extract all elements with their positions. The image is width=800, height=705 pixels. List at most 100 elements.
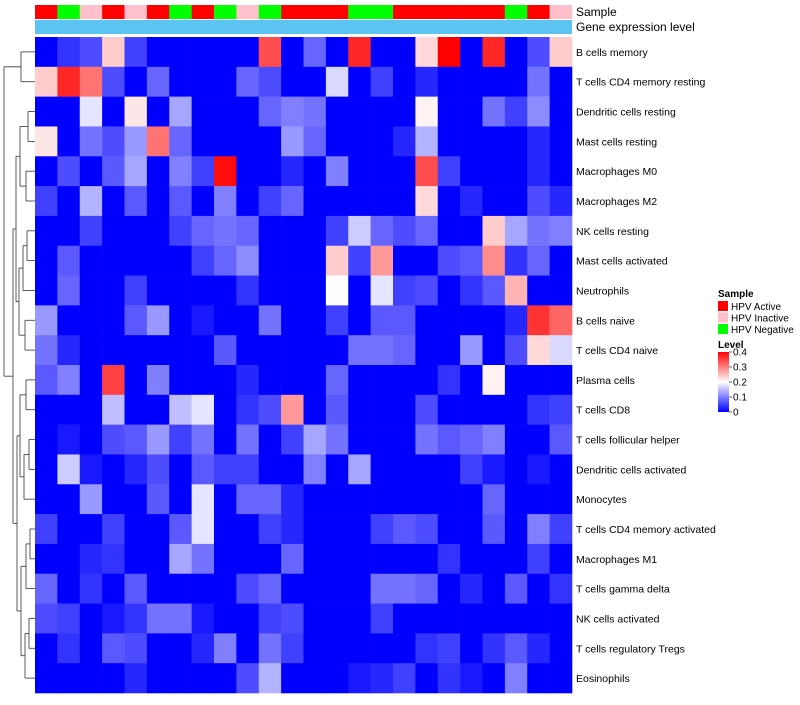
heatmap-cell: [549, 603, 573, 634]
heatmap-cell: [102, 514, 125, 545]
heatmap-cell: [437, 126, 461, 157]
heatmap-cell: [325, 365, 349, 396]
heatmap-cell: [35, 66, 58, 97]
heatmap-cell: [57, 663, 81, 694]
heatmap-cell: [35, 514, 58, 545]
heatmap-cell: [236, 484, 260, 515]
heatmap-cell: [348, 543, 371, 575]
heatmap-cell: [303, 514, 327, 545]
heatmap-cell: [281, 484, 304, 515]
heatmap-cell: [549, 96, 573, 127]
heatmap-cell: [79, 365, 103, 396]
heatmap-cell: [370, 215, 394, 247]
heatmap-cell: [79, 424, 103, 455]
heatmap-cell: [214, 663, 237, 694]
heatmap-cell: [393, 37, 416, 68]
heatmap-cell: [35, 186, 58, 217]
heatmap-cell: [214, 603, 237, 634]
heatmap-cell: [303, 454, 327, 485]
heatmap-cell: [146, 514, 170, 545]
heatmap-cell: [258, 215, 282, 247]
heatmap-cell: [35, 424, 58, 455]
heatmap-cell: [146, 275, 170, 306]
heatmap-cell: [325, 633, 349, 664]
sample-annotation-cell: [258, 5, 282, 19]
heatmap-cell: [169, 37, 192, 68]
heatmap-cell: [146, 573, 170, 604]
heatmap-cell: [214, 245, 237, 276]
heatmap-cell: [482, 305, 506, 336]
row-label: Macrophages M0: [576, 166, 657, 178]
heatmap-cell: [281, 215, 304, 247]
heatmap-cell: [460, 96, 483, 127]
heatmap-cell: [393, 96, 416, 127]
sample-annotation-cell: [281, 5, 304, 19]
heatmap-cell: [214, 37, 237, 68]
heatmap-cell: [79, 37, 103, 68]
heatmap-cell: [527, 275, 550, 306]
heatmap-cell: [57, 66, 81, 97]
heatmap-cell: [415, 543, 439, 575]
heatmap-cell: [370, 603, 394, 634]
heatmap-cell: [102, 66, 125, 97]
heatmap-cell: [348, 245, 371, 276]
heatmap-cell: [146, 186, 170, 217]
heatmap-cell: [415, 365, 439, 396]
row-label: NK cells activated: [576, 613, 660, 625]
heatmap-cell: [102, 394, 125, 425]
heatmap-cell: [325, 514, 349, 545]
heatmap-cell: [549, 335, 573, 366]
heatmap-cell: [482, 543, 506, 575]
sample-annotation-cell: [504, 5, 528, 19]
heatmap-cell: [236, 454, 260, 485]
heatmap-cell: [102, 156, 125, 187]
heatmap-cell: [236, 275, 260, 306]
heatmap-cell: [415, 424, 439, 455]
heatmap-cell: [35, 305, 58, 336]
heatmap-cell: [258, 365, 282, 396]
heatmap-cell: [79, 394, 103, 425]
heatmap-cell: [415, 514, 439, 545]
heatmap-cell: [102, 126, 125, 157]
level-tick-label: 0.2: [733, 378, 747, 389]
heatmap-cell: [303, 96, 327, 127]
heatmap-cell: [370, 275, 394, 306]
heatmap-cell: [169, 126, 192, 157]
heatmap-cell: [370, 365, 394, 396]
heatmap-cell: [35, 275, 58, 306]
heatmap-cell: [102, 245, 125, 276]
heatmap-cell: [281, 365, 304, 396]
heatmap-cell: [124, 573, 148, 604]
heatmap-cell: [460, 335, 483, 366]
heatmap-cell: [393, 394, 416, 425]
heatmap-cell: [370, 126, 394, 157]
heatmap-cell: [35, 603, 58, 634]
heatmap-cell: [460, 603, 483, 634]
heatmap-cell: [146, 484, 170, 515]
heatmap-cell: [348, 394, 371, 425]
heatmap-cell: [549, 305, 573, 336]
sample-annotation-cell: [102, 5, 125, 19]
heatmap-cell: [124, 96, 148, 127]
heatmap-cell: [460, 543, 483, 575]
heatmap-cell: [415, 394, 439, 425]
heatmap-cell: [325, 484, 349, 515]
sample-annotation-cell: [370, 5, 394, 19]
heatmap-cell: [482, 514, 506, 545]
heatmap-cell: [191, 424, 215, 455]
heatmap-cell: [124, 603, 148, 634]
heatmap-cell: [79, 603, 103, 634]
row-label: NK cells resting: [576, 226, 649, 238]
heatmap-cell: [303, 245, 327, 276]
heatmap-cell: [124, 543, 148, 575]
heatmap-cell: [504, 543, 528, 575]
heatmap-cell: [79, 573, 103, 604]
heatmap-cell: [415, 573, 439, 604]
heatmap-cell: [303, 424, 327, 455]
heatmap-cell: [169, 424, 192, 455]
heatmap-cell: [35, 484, 58, 515]
heatmap-cell: [437, 514, 461, 545]
heatmap-cell: [415, 186, 439, 217]
